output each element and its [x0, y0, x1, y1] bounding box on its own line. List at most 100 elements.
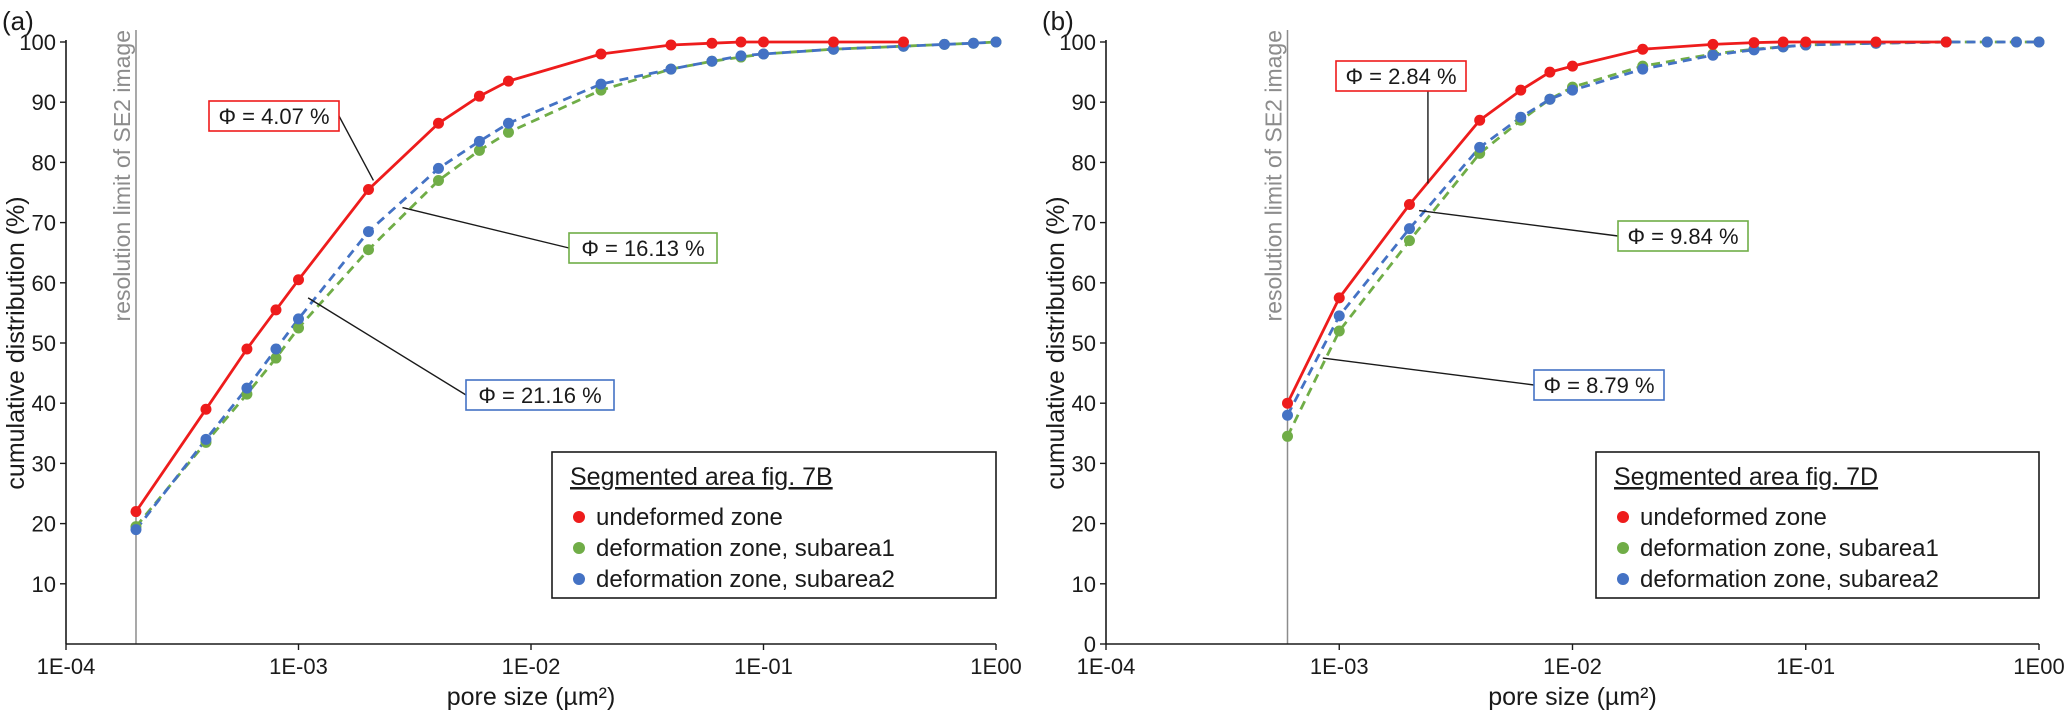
annotation-box	[208, 100, 340, 132]
data-point-undeformed	[362, 183, 374, 195]
legend-marker-subarea2	[573, 573, 585, 585]
legend-marker-subarea1	[1617, 542, 1629, 554]
annotation-leader-line	[1322, 357, 1535, 386]
legend-entry: deformation zone, subarea2	[596, 566, 895, 593]
annotation-label: Φ = 9.84 %	[1627, 224, 1738, 249]
y-tick-label: 90	[1072, 90, 1096, 115]
y-tick-label: 50	[1072, 331, 1096, 356]
y-tick-label: 100	[1059, 30, 1096, 55]
data-point-undeformed	[502, 75, 514, 87]
legend-marker-undeformed	[1617, 511, 1629, 523]
annotation-box	[1617, 220, 1749, 252]
annotation-leader-line	[307, 297, 467, 396]
data-point-undeformed	[432, 117, 444, 129]
data-point-undeformed	[758, 36, 769, 48]
data-point-subarea1	[473, 144, 485, 156]
x-axis-title: pore size (µm²)	[447, 683, 616, 711]
annotation-box	[1335, 60, 1467, 92]
y-tick-label: 80	[1072, 150, 1096, 175]
data-point-subarea2	[1567, 84, 1578, 96]
x-tick-label: 1E00	[2013, 654, 2064, 679]
data-point-subarea2	[1515, 111, 1527, 123]
data-point-undeformed	[827, 36, 839, 48]
x-tick-label: 1E-02	[502, 654, 561, 679]
data-point-subarea2	[1637, 63, 1649, 75]
data-point-subarea1	[1403, 235, 1415, 247]
y-tick-label: 70	[32, 211, 56, 236]
data-point-subarea2	[990, 36, 1002, 48]
data-point-subarea2	[2033, 36, 2045, 48]
data-point-subarea2	[1333, 310, 1345, 322]
x-tick-label: 1E-03	[269, 654, 328, 679]
data-point-subarea2	[758, 48, 769, 60]
legend-entry: undeformed zone	[1640, 504, 1827, 531]
data-point-subarea2	[595, 78, 607, 90]
data-point-subarea2	[735, 50, 747, 62]
data-point-subarea2	[1474, 141, 1486, 153]
data-point-undeformed	[1707, 38, 1719, 50]
data-point-subarea2	[1282, 409, 1294, 421]
x-tick-label: 1E-02	[1543, 654, 1602, 679]
legend-marker-subarea1	[573, 542, 585, 554]
x-axis-title: pore size (µm²)	[1488, 683, 1657, 711]
y-tick-label: 10	[1072, 572, 1096, 597]
data-point-subarea2	[706, 55, 718, 67]
data-point-undeformed	[1777, 36, 1789, 48]
data-point-undeformed	[665, 39, 677, 51]
data-point-undeformed	[1940, 36, 1952, 48]
data-point-subarea2	[473, 135, 485, 147]
data-point-subarea1	[502, 126, 514, 138]
y-tick-label: 60	[1072, 271, 1096, 296]
data-point-undeformed	[293, 274, 304, 286]
data-point-undeformed	[897, 36, 909, 48]
y-tick-label: 100	[19, 30, 56, 55]
data-point-undeformed	[270, 304, 282, 316]
legend-entry: deformation zone, subarea1	[1640, 535, 1939, 562]
x-tick-label: 1E-04	[37, 654, 96, 679]
y-tick-label: 50	[32, 331, 56, 356]
data-point-subarea2	[502, 117, 514, 129]
y-tick-label: 70	[1072, 211, 1096, 236]
y-tick-label: 10	[32, 572, 56, 597]
data-point-subarea1	[1282, 430, 1294, 442]
data-point-undeformed	[241, 343, 253, 355]
data-point-undeformed	[735, 36, 747, 48]
data-point-undeformed	[595, 48, 607, 60]
data-point-undeformed	[1870, 36, 1882, 48]
y-axis-title: cumulative distribution (%)	[1042, 196, 1070, 489]
data-point-undeformed	[1637, 43, 1649, 55]
annotation-label: Φ = 2.84 %	[1345, 64, 1456, 89]
data-point-undeformed	[1403, 199, 1415, 211]
series-line-undeformed	[1286, 40, 1947, 404]
legend-entry: deformation zone, subarea2	[1640, 566, 1939, 593]
y-tick-label: 30	[1072, 451, 1096, 476]
data-point-subarea1	[270, 352, 282, 364]
panel-a: (a) resolution limit of SE2 image 10 20 30 40…	[2, 6, 1022, 711]
legend-entry: deformation zone, subarea1	[596, 535, 895, 562]
annotation-label: Φ = 21.16 %	[478, 383, 601, 408]
data-point-subarea2	[665, 63, 677, 75]
data-point-undeformed	[1800, 36, 1812, 48]
data-point-undeformed	[1544, 66, 1556, 78]
data-point-subarea2	[200, 433, 212, 445]
data-point-subarea2	[241, 382, 253, 394]
data-point-subarea2	[293, 313, 304, 325]
data-point-undeformed	[1282, 397, 1294, 409]
annotation-leader-line	[402, 206, 570, 249]
annotation-label: Φ = 16.13 %	[581, 236, 704, 261]
y-tick-label: 80	[32, 150, 56, 175]
data-point-subarea2	[967, 37, 979, 49]
x-tick-label: 1E-01	[1776, 654, 1835, 679]
data-point-undeformed	[1748, 37, 1760, 49]
data-point-undeformed	[130, 506, 142, 518]
panel-label: (a)	[2, 6, 34, 36]
y-tick-label: 30	[32, 451, 56, 476]
y-tick-label: 40	[1072, 391, 1096, 416]
series-line-undeformed	[134, 40, 904, 513]
y-axis-title: cumulative distribution (%)	[2, 196, 30, 489]
legend-title: Segmented area fig. 7D	[1614, 463, 1878, 491]
data-point-undeformed	[1515, 84, 1527, 96]
resolution-limit-label: resolution limit of SE2 image	[109, 30, 135, 321]
legend-title: Segmented area fig. 7B	[570, 463, 833, 491]
data-point-subarea2	[1403, 223, 1415, 235]
